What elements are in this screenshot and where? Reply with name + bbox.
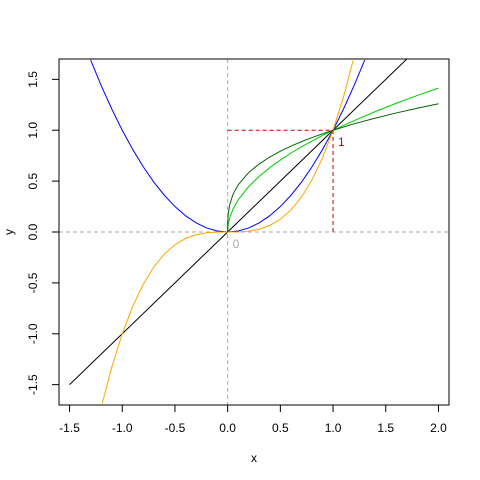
x-axis-label: x [251,451,257,465]
series-line-1 [69,59,408,386]
x-tick-label: 1.0 [325,421,342,435]
x-tick-label: -0.5 [165,421,186,435]
annotation-label: 1 [338,135,345,149]
x-tick-label: 2.0 [430,421,447,435]
x-tick-label: 1.5 [377,421,394,435]
series-lines [69,59,439,404]
y-tick-label: 1.5 [26,71,40,88]
x-tick-label: 0.5 [272,421,289,435]
x-tick-label: -1.5 [59,421,80,435]
y-tick-label: -1.0 [26,323,40,344]
reference-lines [59,59,449,405]
marker-segments [227,129,334,232]
x-tick-label: 0.0 [219,421,236,435]
y-tick-label: -0.5 [26,272,40,293]
y-axis: -1.5 -1.0 -0.5 0.0 0.5 1.0 1.5 [26,71,60,395]
x-axis: -1.5 -1.0 -0.5 0.0 0.5 1.0 1.5 2.0 [59,404,447,435]
x-tick-label: -1.0 [112,421,133,435]
y-tick-label: 0.5 [26,172,40,189]
series-line-5 [227,103,439,233]
annotation-label: 0 [233,237,240,251]
y-tick-label: 1.0 [26,122,40,139]
annotations: 01 [233,135,345,251]
y-axis-label: y [2,229,16,235]
y-tick-label: 0.0 [26,223,40,240]
y-tick-label: -1.5 [26,374,40,395]
series-line-4 [227,87,439,233]
